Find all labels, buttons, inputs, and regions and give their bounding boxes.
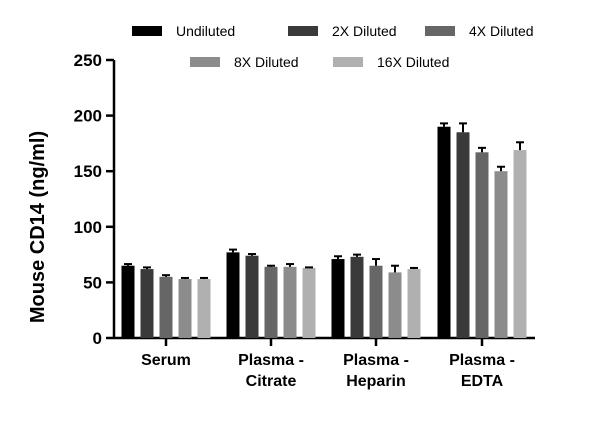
y-tick-label: 200 bbox=[74, 107, 102, 126]
bar bbox=[369, 265, 383, 338]
x-tick-label: Plasma - Heparin bbox=[343, 352, 409, 390]
bar bbox=[178, 279, 192, 338]
bar bbox=[437, 126, 451, 338]
y-tick-label: 50 bbox=[83, 273, 102, 292]
bar bbox=[407, 269, 421, 338]
bar bbox=[456, 132, 470, 338]
bar bbox=[245, 255, 259, 338]
legend-swatch bbox=[333, 57, 363, 67]
legend-swatch bbox=[288, 26, 318, 36]
legend-label: Undiluted bbox=[176, 23, 235, 39]
bar bbox=[475, 152, 489, 338]
x-tick-label-line: Serum bbox=[141, 352, 191, 369]
x-tick-label-line: Plasma - bbox=[343, 352, 409, 369]
legend-label: 8X Diluted bbox=[234, 54, 299, 70]
y-axis-title: Mouse CD14 (ng/ml) bbox=[27, 131, 49, 323]
x-tick-label-line: EDTA bbox=[461, 373, 504, 390]
bar bbox=[388, 272, 402, 338]
bar bbox=[264, 266, 278, 338]
y-tick-label: 150 bbox=[74, 162, 102, 181]
x-tick-label-line: Plasma - bbox=[238, 352, 304, 369]
bar bbox=[226, 252, 240, 338]
bar bbox=[302, 267, 316, 338]
bar bbox=[140, 269, 154, 338]
legend-swatch bbox=[190, 57, 220, 67]
bar bbox=[283, 266, 297, 338]
y-tick-label: 0 bbox=[93, 329, 102, 348]
bar bbox=[513, 150, 527, 338]
legend: Undiluted 2X Diluted 4X Diluted 8X Diluted 1… bbox=[132, 23, 534, 70]
bar bbox=[197, 279, 211, 338]
legend-swatch bbox=[132, 26, 162, 36]
bar bbox=[331, 259, 345, 338]
bar bbox=[494, 171, 508, 338]
x-tick-label-line: Plasma - bbox=[449, 352, 515, 369]
legend-label: 2X Diluted bbox=[332, 23, 397, 39]
y-tick-label: 100 bbox=[74, 218, 102, 237]
x-tick-label-line: Citrate bbox=[246, 373, 297, 390]
bar bbox=[121, 265, 135, 338]
bar bbox=[159, 276, 173, 338]
x-tick-label: Serum bbox=[141, 352, 191, 369]
x-tick-label-line: Heparin bbox=[346, 373, 406, 390]
bar bbox=[350, 256, 364, 338]
legend-label: 4X Diluted bbox=[469, 23, 534, 39]
x-tick-label: Plasma - EDTA bbox=[449, 352, 515, 390]
legend-label: 16X Diluted bbox=[377, 54, 449, 70]
legend-swatch bbox=[425, 26, 455, 36]
x-tick-label: Plasma - Citrate bbox=[238, 352, 304, 390]
y-tick-label: 250 bbox=[74, 51, 102, 70]
